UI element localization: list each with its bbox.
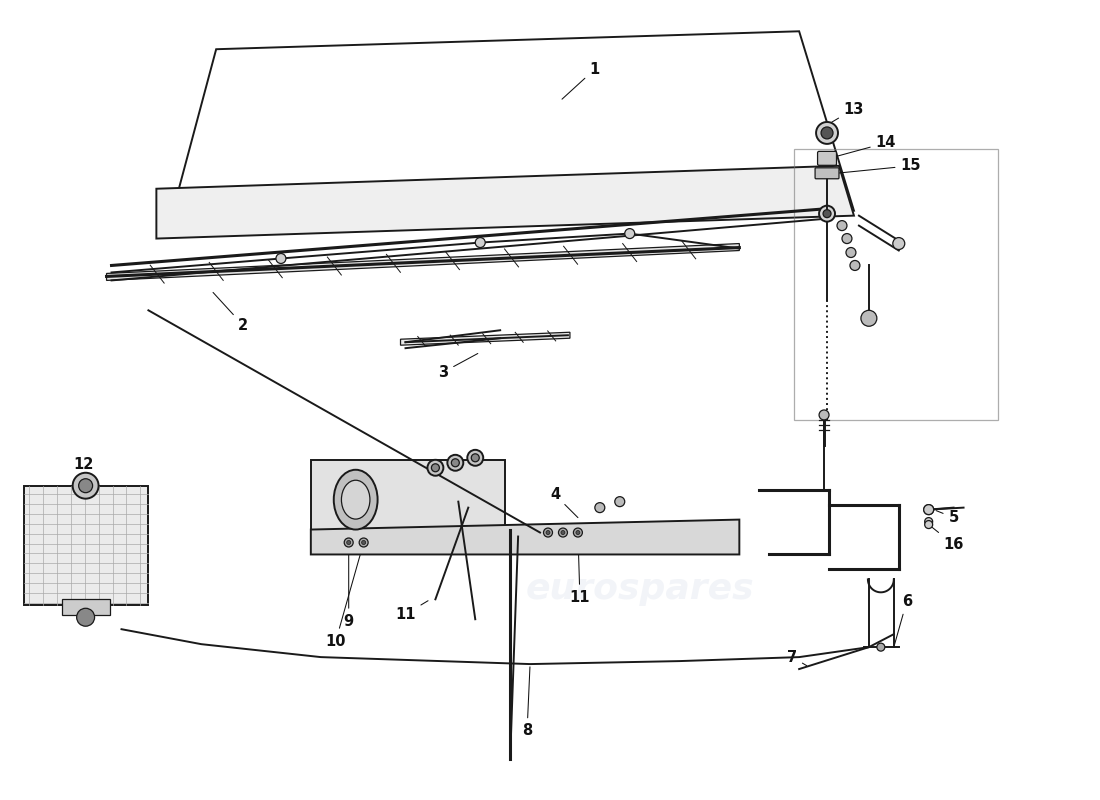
- Circle shape: [573, 528, 582, 537]
- Text: 13: 13: [829, 102, 865, 123]
- Circle shape: [561, 530, 565, 534]
- Bar: [24, 486, 149, 606]
- Text: 10: 10: [326, 545, 363, 649]
- Circle shape: [861, 310, 877, 326]
- Circle shape: [73, 473, 99, 498]
- Circle shape: [821, 127, 833, 139]
- Circle shape: [360, 538, 368, 547]
- Text: 6: 6: [894, 594, 912, 645]
- Circle shape: [850, 261, 860, 270]
- Ellipse shape: [341, 480, 370, 519]
- Circle shape: [816, 122, 838, 144]
- Circle shape: [893, 238, 905, 250]
- Text: 2: 2: [213, 293, 249, 333]
- Circle shape: [925, 521, 933, 529]
- Circle shape: [823, 210, 830, 218]
- Polygon shape: [311, 519, 739, 554]
- Polygon shape: [156, 166, 854, 238]
- Text: 11: 11: [570, 535, 590, 605]
- Bar: [311, 460, 505, 534]
- Circle shape: [344, 538, 353, 547]
- Text: 4: 4: [550, 487, 578, 518]
- Circle shape: [451, 458, 460, 466]
- Circle shape: [543, 528, 552, 537]
- Text: 8: 8: [522, 667, 532, 738]
- Text: eurospares: eurospares: [187, 178, 415, 213]
- Text: 7: 7: [788, 650, 806, 666]
- Circle shape: [546, 530, 550, 534]
- Text: eurospares: eurospares: [526, 572, 754, 606]
- Circle shape: [837, 221, 847, 230]
- Circle shape: [471, 454, 480, 462]
- Text: 3: 3: [438, 354, 477, 379]
- Circle shape: [431, 464, 439, 472]
- Text: 5: 5: [936, 510, 959, 525]
- Circle shape: [846, 247, 856, 258]
- Circle shape: [559, 528, 568, 537]
- FancyBboxPatch shape: [817, 151, 836, 166]
- Polygon shape: [107, 243, 739, 281]
- Text: 16: 16: [931, 526, 964, 552]
- Bar: [62, 599, 110, 615]
- Circle shape: [925, 518, 933, 526]
- Circle shape: [877, 643, 884, 651]
- Circle shape: [625, 229, 635, 238]
- Polygon shape: [400, 332, 570, 345]
- Circle shape: [428, 460, 443, 476]
- Circle shape: [924, 505, 934, 514]
- FancyBboxPatch shape: [815, 168, 839, 178]
- Circle shape: [475, 238, 485, 247]
- Circle shape: [842, 234, 851, 243]
- Text: 9: 9: [343, 546, 354, 629]
- Text: 15: 15: [834, 158, 921, 174]
- Circle shape: [820, 206, 835, 222]
- Circle shape: [362, 541, 365, 545]
- Circle shape: [924, 505, 934, 514]
- Text: 14: 14: [834, 135, 896, 157]
- Circle shape: [595, 502, 605, 513]
- Circle shape: [448, 455, 463, 470]
- Circle shape: [468, 450, 483, 466]
- Circle shape: [77, 608, 95, 626]
- Circle shape: [615, 497, 625, 506]
- Text: 1: 1: [562, 62, 600, 99]
- Ellipse shape: [333, 470, 377, 530]
- Circle shape: [276, 254, 286, 263]
- Circle shape: [346, 541, 351, 545]
- Text: 12: 12: [74, 458, 94, 483]
- Circle shape: [78, 478, 92, 493]
- Text: 11: 11: [395, 601, 428, 622]
- Circle shape: [820, 410, 829, 420]
- Circle shape: [576, 530, 580, 534]
